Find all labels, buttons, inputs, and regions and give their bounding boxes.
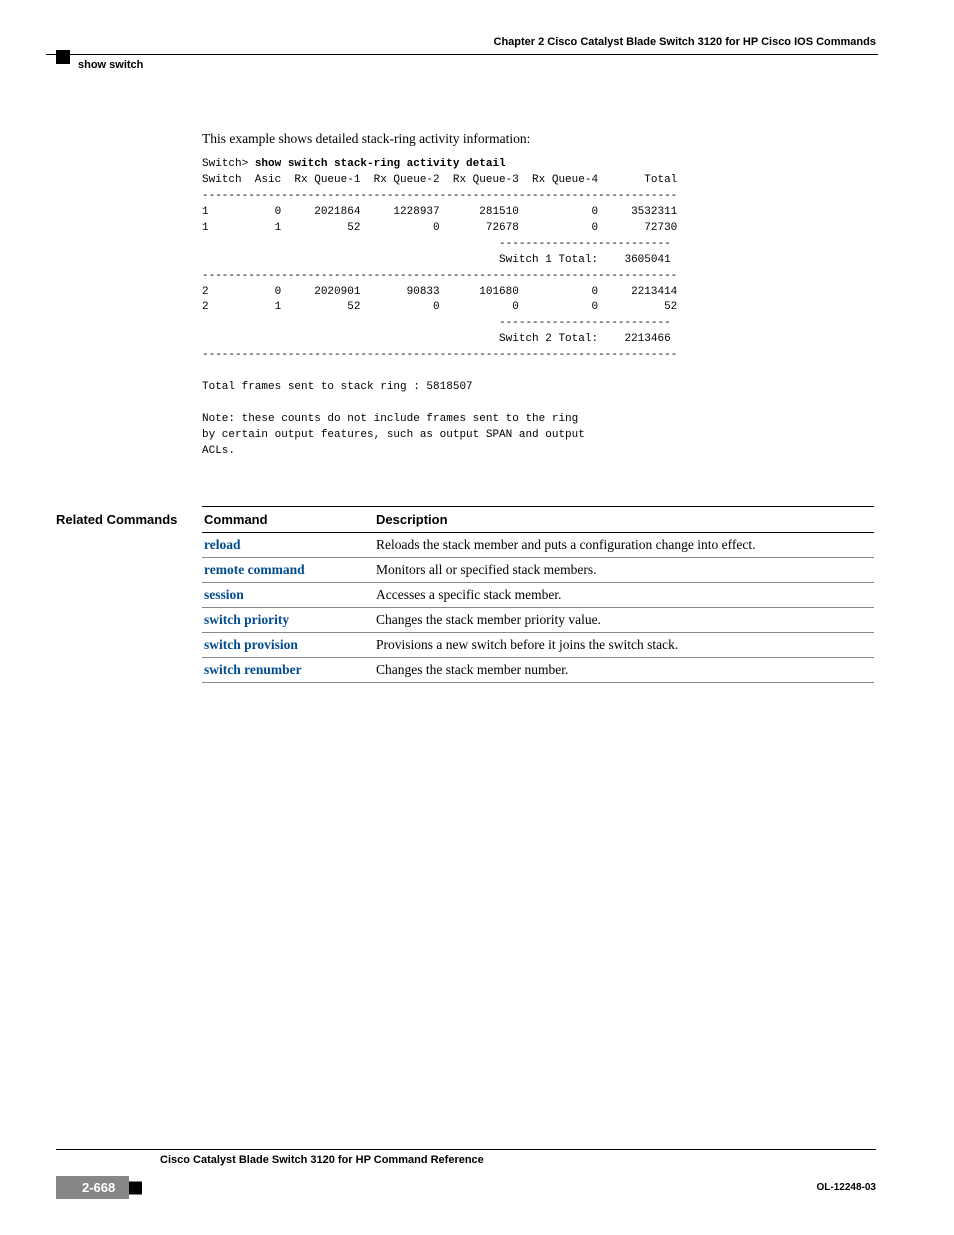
book-title: Cisco Catalyst Blade Switch 3120 for HP … <box>56 1154 876 1166</box>
page-footer: Cisco Catalyst Blade Switch 3120 for HP … <box>56 1149 876 1199</box>
switch-renumber-link[interactable]: switch renumber <box>204 662 302 677</box>
section-name: show switch <box>56 59 876 71</box>
reload-link[interactable]: reload <box>204 537 241 552</box>
table-row: switch renumber Changes the stack member… <box>202 657 874 682</box>
reload-desc: Reloads the stack member and puts a conf… <box>374 532 874 557</box>
table-row: session Accesses a specific stack member… <box>202 582 874 607</box>
table-row: reload Reloads the stack member and puts… <box>202 532 874 557</box>
page-number-badge: 2-668 <box>56 1176 129 1199</box>
related-commands-body: reload Reloads the stack member and puts… <box>202 532 874 682</box>
switch-provision-link[interactable]: switch provision <box>204 637 298 652</box>
table-row: switch priority Changes the stack member… <box>202 607 874 632</box>
col-command-header: Command <box>202 506 374 532</box>
switch-priority-link[interactable]: switch priority <box>204 612 289 627</box>
remote-command-link[interactable]: remote command <box>204 562 305 577</box>
switch-renumber-desc: Changes the stack member number. <box>374 657 874 682</box>
footer-rule <box>56 1149 876 1150</box>
remote-command-desc: Monitors all or specified stack members. <box>374 557 874 582</box>
table-row: switch provision Provisions a new switch… <box>202 632 874 657</box>
page-number: 2-668 <box>82 1180 115 1195</box>
section-marker <box>56 50 70 64</box>
header-rule <box>46 54 878 55</box>
chapter-header: Chapter 2 Cisco Catalyst Blade Switch 31… <box>56 36 876 51</box>
related-commands-label: Related Commands <box>56 506 202 683</box>
session-desc: Accesses a specific stack member. <box>374 582 874 607</box>
intro-text: This example shows detailed stack-ring a… <box>202 131 876 147</box>
chapter-title: Chapter 2 Cisco Catalyst Blade Switch 31… <box>494 36 876 48</box>
table-row: remote command Monitors all or specified… <box>202 557 874 582</box>
switch-priority-desc: Changes the stack member priority value. <box>374 607 874 632</box>
session-link[interactable]: session <box>204 587 244 602</box>
col-description-header: Description <box>374 506 874 532</box>
document-id: OL-12248-03 <box>817 1182 876 1193</box>
related-commands-table: Command Description reload Reloads the s… <box>202 506 874 683</box>
switch-provision-desc: Provisions a new switch before it joins … <box>374 632 874 657</box>
page-badge-marker <box>129 1181 142 1194</box>
terminal-output: Switch> show switch stack-ring activity … <box>202 157 876 460</box>
terminal-command: show switch stack-ring activity detail <box>248 158 505 170</box>
terminal-prompt: Switch> <box>202 158 248 170</box>
terminal-body: Switch Asic Rx Queue-1 Rx Queue-2 Rx Que… <box>202 174 677 457</box>
